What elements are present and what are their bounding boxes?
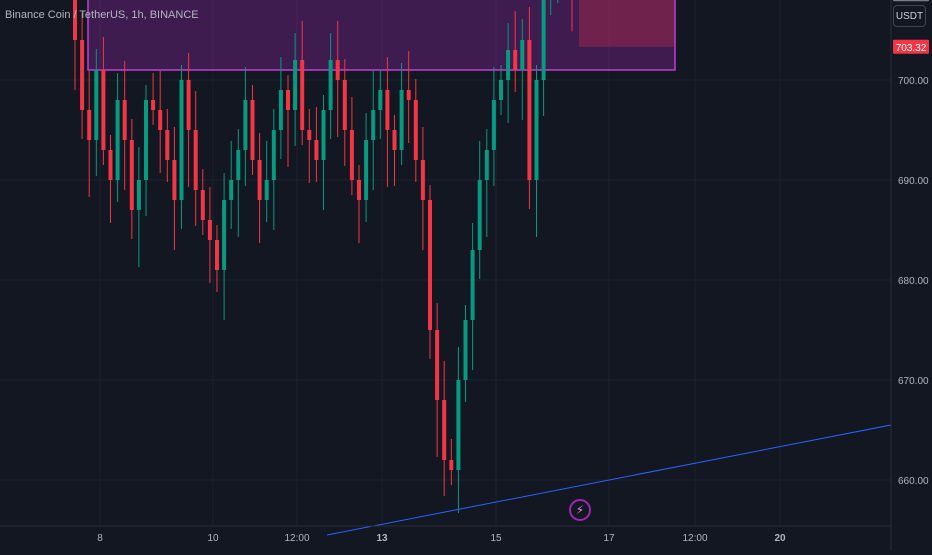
candle-body [499,80,503,100]
candle-body [413,100,418,160]
y-tick-label: 700.00 [898,76,929,87]
candle-body [527,40,532,180]
candle-body [250,100,255,160]
candle-body [349,130,354,180]
candle-body [129,140,134,210]
candle-body [243,100,248,150]
candle-body [456,380,461,470]
price-label-text: 709.27 [896,0,927,1]
candle-body [278,90,283,130]
trendline [326,424,892,536]
candle-body [314,140,319,160]
chart-title: Binance Coin / TetherUS, 1h, BINANCE [5,9,199,21]
candle-body [94,70,99,140]
candle-body [541,0,546,80]
candle-body [271,130,276,180]
candle-body [200,190,205,220]
candle-body [442,400,447,460]
candle-body [186,80,191,130]
demand-zone [87,0,676,71]
price-label-text: 703.32 [896,43,927,54]
candle-body [229,180,234,200]
x-tick-label: 10 [207,533,219,544]
x-tick-label: 12:00 [284,533,309,544]
price-label-bg [893,39,929,54]
candle-body [222,200,227,270]
candle-body [342,80,347,130]
candle-body [371,110,376,140]
candle-body [236,150,241,180]
candle-body [477,180,482,250]
candle-body [101,70,106,150]
x-tick-label: 8 [97,533,103,544]
candle-body [122,100,127,140]
candle-body [215,240,219,270]
candle-body [257,160,262,200]
currency-button[interactable]: USDT [893,5,926,27]
price-label-bg [893,0,929,2]
candle-body [392,130,397,150]
candle-body [463,320,468,380]
candle-body [328,60,333,110]
candle-body [449,460,454,470]
candle-body [286,90,290,110]
y-tick-label: 680.00 [898,276,929,287]
candle-body [428,200,432,330]
candle-body [144,100,148,180]
candle-body [378,90,383,110]
candle-body [115,100,120,180]
candle-body [506,50,511,80]
candle-body [470,250,475,320]
x-tick-label: 15 [490,533,502,544]
x-tick-label: 17 [603,533,615,544]
candle-body [158,110,163,130]
x-tick-label: 13 [376,533,388,544]
candle-body [264,180,269,200]
candle-body [520,40,525,70]
candle-body [136,180,141,210]
candle-body [406,90,411,100]
candle-body [335,60,340,80]
candle-body [300,60,305,130]
candle-body [435,330,440,400]
candle-body [165,130,170,160]
candle-body [321,110,326,160]
candle-body [293,60,298,110]
candle-body [73,0,77,40]
candle-body [534,80,539,180]
candle-body [179,80,184,200]
y-tick-label: 660.00 [898,476,929,487]
candle-body [108,150,113,180]
candle-body [357,180,361,200]
candle-body [307,130,312,140]
candle-body [193,130,198,190]
x-tick-label: 12:00 [682,533,707,544]
candle-body [207,220,212,240]
candle-body [385,90,390,130]
candle-body [87,110,92,140]
candle-body [172,160,177,200]
candle-body [513,50,518,70]
tradingview-logo-icon: ⚡ [569,499,591,521]
candle-body [151,100,156,110]
y-tick-label: 690.00 [898,176,929,187]
candle-body [420,160,425,200]
y-tick-label: 670.00 [898,376,929,387]
candle-body [484,150,489,180]
candle-body [364,140,369,200]
candle-body [491,100,496,150]
candle-body [399,90,404,150]
x-tick-label: 20 [774,533,786,544]
position-stop-zone [579,0,674,47]
candle-body [80,40,85,110]
